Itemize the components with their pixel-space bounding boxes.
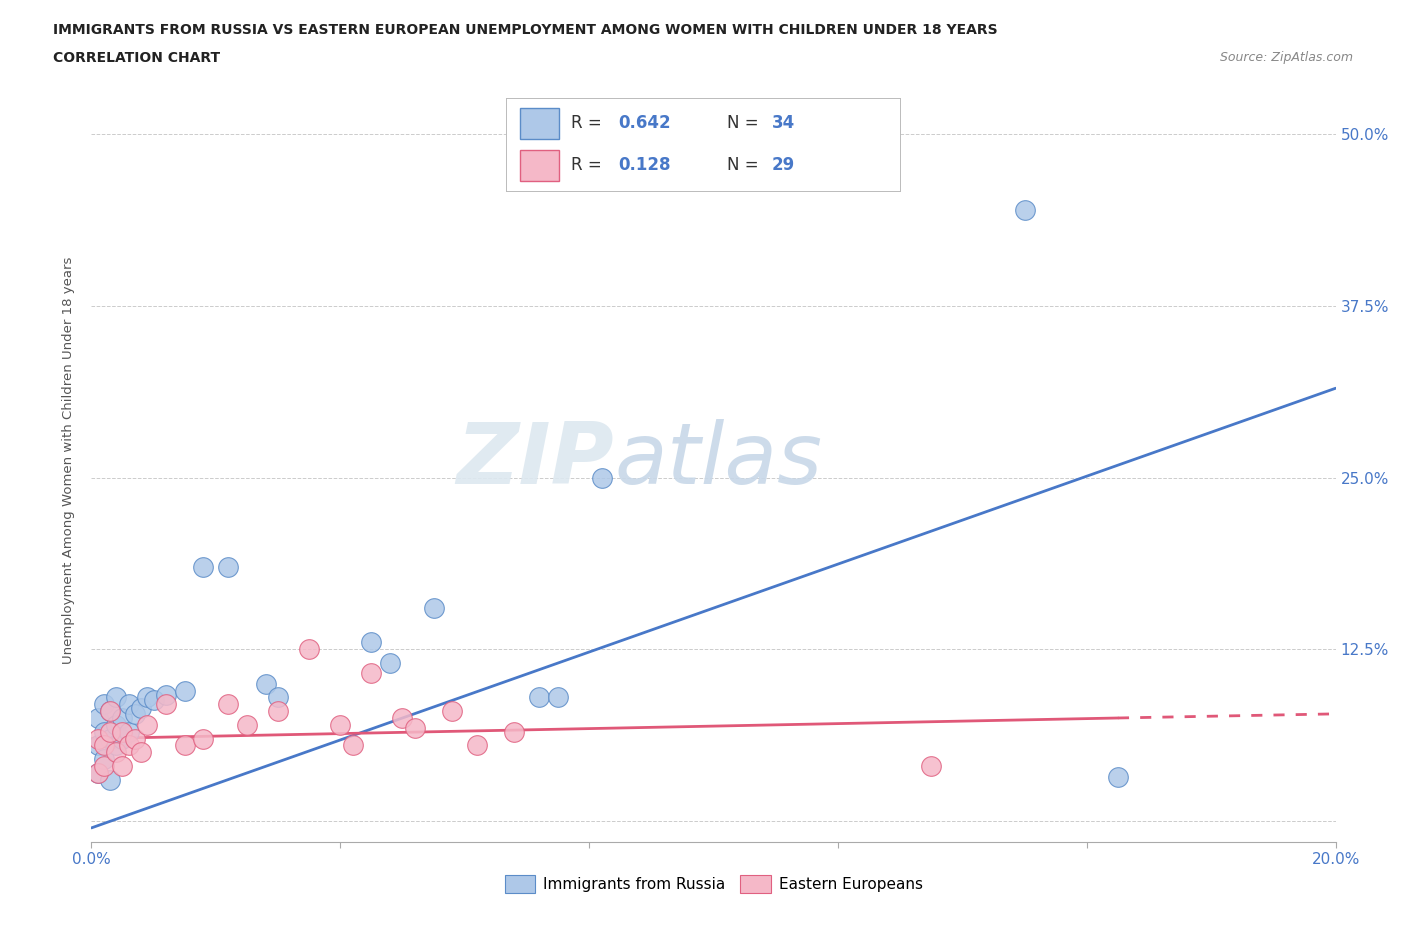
Point [529,690,551,705]
Y-axis label: Unemployment Among Women with Children Under 18 years: Unemployment Among Women with Children U… [62,257,76,664]
Point [1107,770,1129,785]
Point [111,731,134,746]
Point [342,738,364,753]
Text: IMMIGRANTS FROM RUSSIA VS EASTERN EUROPEAN UNEMPLOYMENT AMONG WOMEN WITH CHILDRE: IMMIGRANTS FROM RUSSIA VS EASTERN EUROPE… [53,23,998,37]
Point [105,738,128,753]
Point [118,738,141,753]
Text: 0.128: 0.128 [619,155,671,174]
Text: Source: ZipAtlas.com: Source: ZipAtlas.com [1219,51,1353,64]
Point [105,690,128,705]
Point [441,704,464,719]
Point [86,765,108,780]
Point [236,717,259,732]
Point [93,751,115,766]
Text: R =: R = [571,155,607,174]
Point [111,724,134,739]
Point [98,731,121,746]
Point [98,773,121,788]
Point [155,697,177,711]
Point [93,724,115,739]
Text: ZIP: ZIP [457,418,614,502]
Point [591,470,613,485]
Point [105,745,128,760]
Point [422,601,444,616]
Point [129,701,152,716]
Point [124,707,146,722]
Point [86,711,108,725]
Text: 34: 34 [772,113,796,132]
Point [98,704,121,719]
Point [155,687,177,702]
Point [1014,202,1036,217]
Point [329,717,352,732]
Text: CORRELATION CHART: CORRELATION CHART [53,51,221,65]
Point [118,697,141,711]
Point [267,690,290,705]
Point [298,642,321,657]
Point [118,724,141,739]
Text: 29: 29 [772,155,796,174]
Point [86,765,108,780]
Point [93,759,115,774]
Point [124,731,146,746]
Point [503,724,526,739]
Point [105,717,128,732]
Point [360,665,382,680]
Text: 0.642: 0.642 [619,113,671,132]
Point [254,676,277,691]
Point [360,635,382,650]
Text: atlas: atlas [614,418,823,502]
Point [173,683,195,698]
Point [193,560,215,575]
FancyBboxPatch shape [520,108,560,140]
Point [404,720,426,735]
Point [378,656,401,671]
Point [86,738,108,753]
Point [86,731,108,746]
Legend: Immigrants from Russia, Eastern Europeans: Immigrants from Russia, Eastern European… [499,869,928,898]
Point [129,745,152,760]
Point [193,731,215,746]
Point [217,560,239,575]
FancyBboxPatch shape [520,150,560,181]
Point [465,738,488,753]
Point [142,693,165,708]
Point [111,759,134,774]
Point [920,759,942,774]
Point [173,738,195,753]
Text: N =: N = [727,155,763,174]
Point [267,704,290,719]
Text: R =: R = [571,113,607,132]
Point [98,724,121,739]
Point [98,704,121,719]
Point [136,717,159,732]
Point [93,697,115,711]
Text: N =: N = [727,113,763,132]
Point [217,697,239,711]
Point [136,690,159,705]
Point [391,711,413,725]
Point [547,690,569,705]
Point [93,738,115,753]
Point [111,711,134,725]
